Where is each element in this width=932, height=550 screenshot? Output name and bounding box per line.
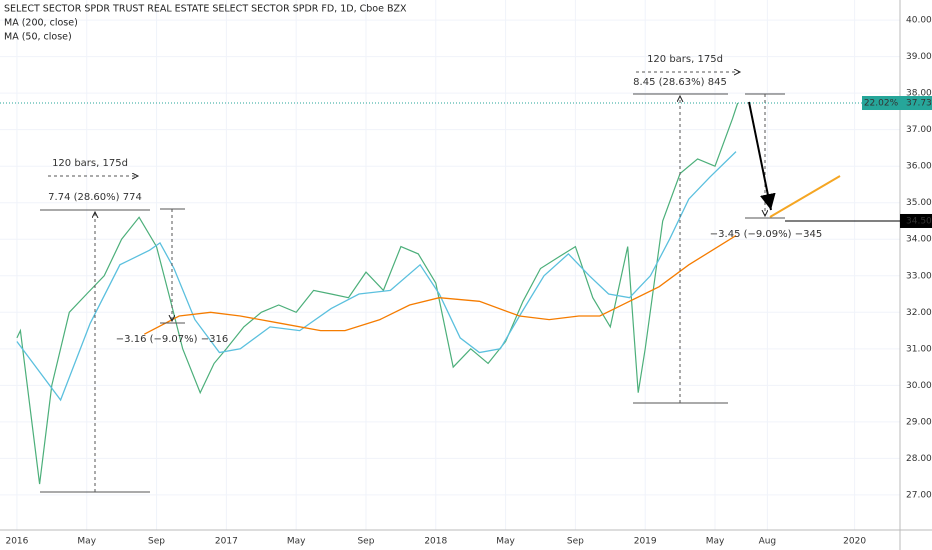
x-tick-label: 2020 (843, 537, 866, 547)
annotation: 120 bars, 175d (647, 54, 723, 65)
y-tick-label: 35.00 (906, 198, 932, 208)
x-tick-label: 2016 (5, 537, 28, 547)
y-tick-label: 33.00 (906, 271, 932, 281)
series-line (16, 102, 739, 485)
x-tick-label: Sep (148, 537, 165, 547)
y-tick-label: 38.00 (906, 89, 932, 99)
annotation: −3.16 (−9.07%) −316 (116, 334, 228, 345)
hline-label: 34.50 (906, 216, 932, 226)
x-tick-label: Aug (759, 537, 777, 547)
grid (0, 0, 900, 530)
series-line (143, 235, 737, 335)
series-line (16, 151, 737, 402)
last-price-label: 37.73 (906, 99, 932, 109)
y-tick-label: 37.00 (906, 125, 932, 135)
drawings (40, 72, 841, 493)
y-tick-label: 32.00 (906, 308, 932, 318)
y-tick-label: 30.00 (906, 381, 932, 391)
x-tick-label: 2019 (634, 537, 657, 547)
change-label: 22.02% (864, 99, 899, 109)
x-tick-label: Sep (357, 537, 374, 547)
y-tick-label: 36.00 (906, 162, 932, 172)
y-tick-label: 28.00 (906, 454, 932, 464)
y-tick-label: 34.00 (906, 235, 932, 245)
x-tick-label: May (287, 537, 306, 547)
change-badge (862, 96, 900, 111)
annotation: 8.45 (28.63%) 845 (633, 77, 727, 88)
y-tick-label: 31.00 (906, 344, 932, 354)
y-tick-label: 40.00 (906, 16, 932, 26)
hline-badge (900, 213, 932, 228)
x-tick-label: May (77, 537, 96, 547)
x-tick-label: Sep (567, 537, 584, 547)
y-tick-label: 39.00 (906, 52, 932, 62)
x-tick-label: May (706, 537, 725, 547)
header-ma200: MA (200, close) (4, 18, 78, 29)
price-badge (900, 96, 932, 111)
x-tick-label: May (496, 537, 515, 547)
annotation: −3.45 (−9.09%) −345 (710, 229, 822, 240)
header-ma50: MA (50, close) (4, 32, 72, 43)
annotation: 7.74 (28.60%) 774 (48, 192, 142, 203)
x-tick-label: 2017 (215, 537, 238, 547)
annotation: 120 bars, 175d (52, 158, 128, 169)
y-tick-label: 27.00 (906, 490, 932, 500)
plot (16, 102, 739, 485)
header-title: SELECT SECTOR SPDR TRUST REAL ESTATE SEL… (4, 4, 407, 15)
x-tick-label: 2018 (424, 537, 447, 547)
y-tick-label: 29.00 (906, 417, 932, 427)
